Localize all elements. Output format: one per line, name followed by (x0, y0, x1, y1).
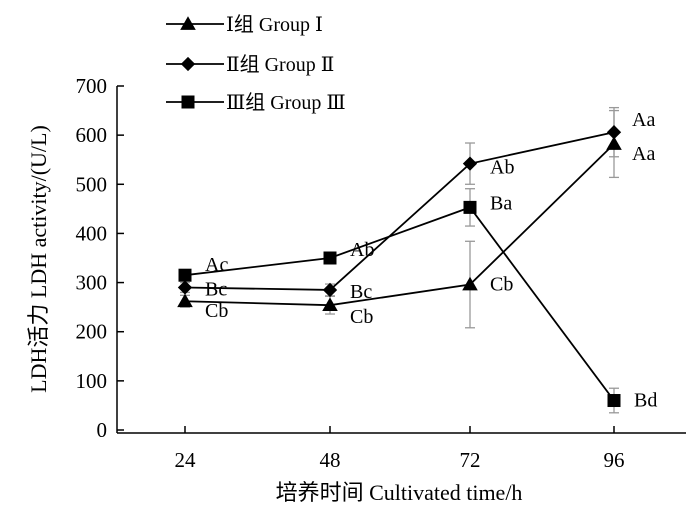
y-tick-label: 600 (76, 123, 108, 147)
x-tick-label: 96 (604, 448, 625, 472)
y-tick-label: 0 (97, 418, 108, 442)
point-label: Cb (205, 300, 228, 322)
point-label: Ab (490, 157, 514, 179)
y-axis-title: LDH活力 LDH activity/(U/L) (26, 125, 51, 393)
x-tick-label: 72 (460, 448, 481, 472)
point-label: Bc (205, 278, 227, 300)
x-ticks: 24 48 72 96 (175, 426, 625, 472)
data-point-series-2 (606, 125, 622, 140)
data-point-series-3 (607, 394, 621, 408)
legend-label: Ⅱ组 Group Ⅱ (226, 53, 334, 76)
x-axis-title: 培养时间 Cultivated time/h (276, 480, 523, 505)
x-tick-label: 48 (320, 448, 341, 472)
legend: Ⅰ组 Group Ⅰ Ⅱ组 Group Ⅱ Ⅲ组 Group Ⅲ (166, 13, 346, 114)
y-tick-label: 500 (76, 172, 108, 196)
series-lines (184, 131, 615, 402)
legend-marker-triangle (180, 16, 196, 30)
point-label: Ab (350, 239, 374, 261)
series-line-3 (184, 206, 615, 402)
legend-label: Ⅲ组 Group Ⅲ (226, 91, 346, 114)
data-point-series-3 (323, 251, 337, 265)
point-label: Bd (634, 390, 657, 412)
data-point-series-1 (606, 136, 622, 150)
y-tick-label: 700 (76, 74, 108, 98)
data-point-series-1 (462, 276, 478, 291)
y-ticks: 0 100 200 300 400 500 600 700 (76, 74, 124, 442)
x-tick-label: 24 (175, 448, 197, 472)
data-point-series-2 (177, 280, 193, 295)
data-point-series-1 (322, 297, 338, 312)
data-point-series-1 (177, 293, 193, 308)
point-labels: Cb Cb Cb Aa Bc Bc Ab Aa Ac Ab Ba Bd (205, 109, 657, 411)
axes (116, 86, 686, 434)
data-point-series-2 (462, 156, 478, 171)
point-label: Aa (632, 109, 655, 131)
y-tick-label: 300 (76, 271, 108, 295)
y-tick-label: 100 (76, 369, 108, 393)
legend-marker-square (181, 95, 195, 109)
point-label: Cb (490, 274, 513, 296)
series-line-1 (184, 143, 615, 307)
y-tick-label: 200 (76, 320, 108, 344)
error-bars (180, 106, 619, 414)
point-label: Ac (205, 254, 228, 276)
markers (177, 125, 622, 408)
series-line-2 (184, 131, 615, 291)
point-label: Bc (350, 281, 372, 303)
legend-marker-diamond (180, 56, 196, 72)
point-label: Ba (490, 192, 512, 214)
point-label: Aa (632, 143, 655, 165)
point-label: Cb (350, 306, 373, 328)
data-point-series-2 (322, 282, 338, 298)
legend-label: Ⅰ组 Group Ⅰ (226, 13, 323, 36)
data-point-series-3 (463, 200, 477, 214)
y-tick-label: 400 (76, 221, 108, 245)
data-point-series-3 (178, 268, 192, 282)
